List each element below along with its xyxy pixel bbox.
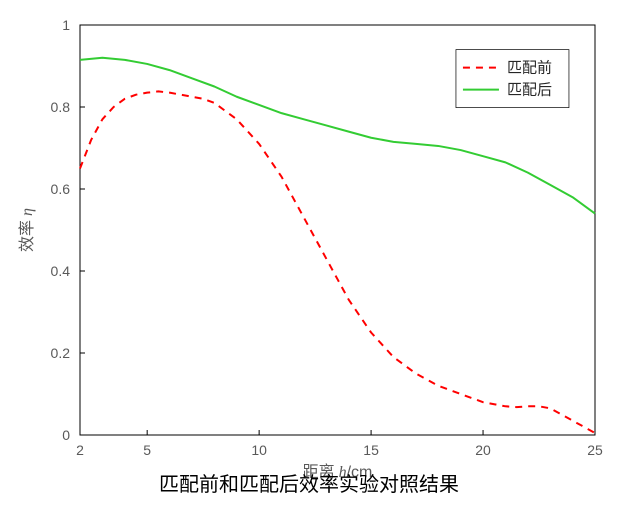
chart-container: 251015202500.20.40.60.81距离 h/cm效率 η匹配前匹配… [0, 0, 618, 510]
line-chart: 251015202500.20.40.60.81距离 h/cm效率 η匹配前匹配… [0, 0, 618, 510]
caption-text: 匹配前和匹配后效率实验对照结果 [159, 474, 459, 496]
svg-text:10: 10 [251, 442, 267, 458]
svg-text:20: 20 [475, 442, 491, 458]
svg-text:1: 1 [62, 17, 70, 33]
caption: 匹配前和匹配后效率实验对照结果 [0, 468, 618, 497]
svg-text:0.2: 0.2 [51, 345, 71, 361]
svg-text:0.8: 0.8 [51, 99, 71, 115]
svg-text:0.6: 0.6 [51, 181, 71, 197]
svg-text:0.4: 0.4 [51, 263, 71, 279]
svg-text:5: 5 [143, 442, 151, 458]
svg-text:0: 0 [62, 427, 70, 443]
svg-text:匹配前: 匹配前 [507, 60, 552, 77]
svg-text:25: 25 [587, 442, 603, 458]
svg-text:效率 η: 效率 η [18, 208, 36, 252]
svg-text:15: 15 [363, 442, 379, 458]
svg-text:2: 2 [76, 442, 84, 458]
svg-text:匹配后: 匹配后 [507, 82, 552, 99]
